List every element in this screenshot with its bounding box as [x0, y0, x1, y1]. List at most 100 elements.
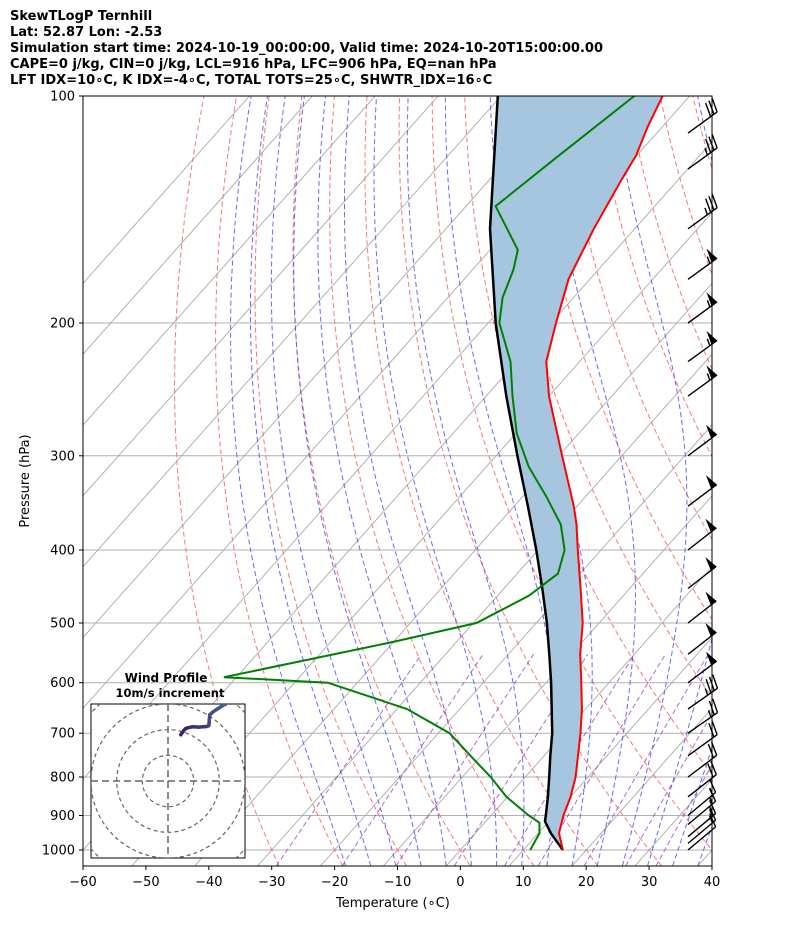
mixing-ratio-line: [341, 654, 484, 866]
isotherm-line: [131, 211, 712, 866]
isotherm-line: [83, 96, 565, 639]
x-axis-label: Temperature (∘C): [335, 896, 450, 911]
y-tick-label: 400: [50, 544, 75, 559]
wind-barb: [687, 813, 717, 851]
moist-adiabat-line: [250, 96, 372, 866]
barb-full: [705, 678, 712, 694]
barb-shaft: [687, 800, 717, 826]
isotherm-line: [320, 424, 712, 866]
barb-full: [707, 743, 715, 758]
barb-full: [709, 799, 717, 814]
stability-indices: LFT IDX=10∘C, K IDX=-4∘C, TOTAL TOTS=25∘…: [10, 73, 493, 88]
chart-header: SkewTLogP Ternhill Lat: 52.87 Lon: -2.53…: [10, 9, 790, 89]
x-tick-label: −50: [132, 875, 159, 890]
moist-adiabat-line: [293, 96, 422, 866]
station-location: Lat: 52.87 Lon: -2.53: [10, 25, 163, 40]
barb-half: [706, 338, 711, 346]
wind-barb: [687, 134, 718, 170]
y-tick-label: 100: [50, 90, 75, 105]
barb-full: [705, 138, 712, 153]
barb-half: [704, 688, 709, 696]
dry-adiabat-line: [758, 96, 794, 866]
hodograph-content: [91, 704, 245, 858]
barb-pennant: [705, 622, 717, 637]
dry-adiabat-line: [791, 96, 794, 866]
barb-full: [711, 193, 718, 208]
dewpoint-profile-line: [223, 96, 635, 851]
profile-layer: [223, 96, 664, 851]
barb-pennant: [705, 424, 717, 439]
mixing-ratio-line: [537, 654, 666, 866]
wind-barbs: [687, 98, 719, 851]
x-tick-label: 20: [578, 875, 595, 890]
barb-shaft: [687, 111, 718, 134]
dry-adiabat-line: [174, 96, 280, 866]
mixing-ratio-line: [395, 654, 535, 866]
x-tick-label: 10: [515, 875, 532, 890]
cape-fill-layer: [490, 96, 663, 850]
dry-adiabat-line: [398, 96, 663, 866]
moist-adiabat-line: [270, 96, 397, 866]
barb-pennant: [705, 475, 717, 489]
x-tick-label: −30: [258, 875, 285, 890]
barb-shaft: [687, 813, 717, 838]
isotherm-line: [83, 96, 313, 355]
y-tick-label: 700: [50, 727, 75, 742]
isotherm-line: [83, 96, 376, 426]
moist-adiabat-line: [544, 96, 636, 866]
barb-shaft: [687, 791, 717, 817]
barb-half: [706, 256, 711, 264]
isotherm-line: [83, 96, 502, 568]
x-tick-label: 30: [641, 875, 658, 890]
dry-adiabat-line: [329, 96, 535, 866]
barb-pennant: [705, 591, 717, 606]
chart-title: SkewTLogP Ternhill: [10, 9, 153, 24]
isotherm-line: [83, 96, 250, 285]
barb-half: [704, 147, 709, 156]
barb-full: [709, 778, 717, 793]
barb-full: [708, 723, 715, 738]
isotherm-line: [83, 96, 439, 497]
barb-half: [706, 300, 711, 308]
barb-full: [708, 136, 715, 151]
isotherm-line: [257, 353, 712, 866]
stability-parameters: CAPE=0 j/kg, CIN=0 j/kg, LCL=916 hPa, LF…: [10, 57, 497, 72]
y-tick-label: 600: [50, 676, 75, 691]
moist-adiabat-line: [230, 96, 347, 866]
barb-full: [705, 102, 712, 117]
dry-adiabat-line: [692, 96, 712, 171]
cape-area: [490, 96, 663, 850]
isotherm-line: [382, 495, 712, 866]
barb-full: [708, 196, 715, 211]
y-axis-label: Pressure (hPa): [18, 434, 33, 527]
wind-barb: [687, 475, 718, 507]
barb-shaft: [687, 826, 717, 851]
x-tick-label: −60: [69, 875, 96, 890]
barb-half: [706, 373, 711, 381]
isotherm-line: [571, 707, 712, 866]
x-tick-label: −40: [195, 875, 222, 890]
dry-adiabat-line: [292, 96, 471, 866]
barb-shaft: [687, 711, 718, 734]
moist-adiabat-line: [444, 96, 556, 866]
mixing-ratio-line: [625, 712, 712, 866]
x-tick-label: −10: [384, 875, 411, 890]
dry-adiabat-line: [725, 96, 794, 866]
wind-barb: [687, 622, 717, 655]
y-tick-label: 900: [50, 809, 75, 824]
wind-barb: [687, 193, 718, 230]
x-tick-label: 40: [704, 875, 721, 890]
y-tick-label: 1000: [42, 844, 75, 859]
mixing-ratio-line: [655, 763, 712, 866]
y-tick-label: 300: [50, 449, 75, 464]
dry-adiabat-line: [215, 96, 344, 866]
barb-full: [705, 198, 712, 213]
x-tick-label: 0: [456, 875, 464, 890]
barb-half: [707, 710, 712, 718]
barb-full: [709, 813, 717, 828]
hodograph-title: Wind Profile: [125, 671, 208, 685]
barb-pennant: [705, 557, 717, 571]
barb-full: [709, 806, 717, 821]
